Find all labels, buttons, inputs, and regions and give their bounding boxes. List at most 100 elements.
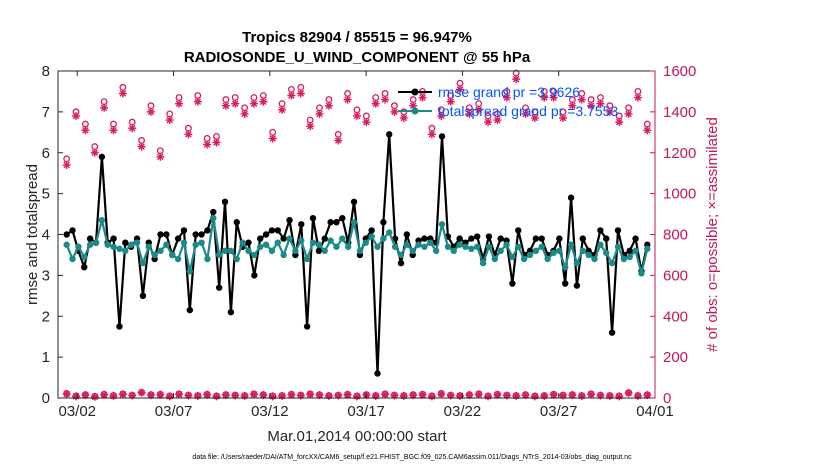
- assimilated-marker: [259, 97, 268, 106]
- y-tick-label-right: 800: [663, 227, 688, 244]
- assimilated_low-marker: [540, 391, 549, 400]
- assimilated-marker: [324, 101, 333, 110]
- totalspread-point: [192, 241, 199, 248]
- rmse-point: [468, 235, 475, 242]
- totalspread-point: [556, 247, 563, 255]
- totalspread-point: [503, 241, 510, 248]
- series-layer: [62, 69, 652, 401]
- rmse-point: [303, 323, 311, 330]
- assimilated-marker: [306, 122, 315, 131]
- totalspread-point: [221, 247, 229, 255]
- totalspread-point: [386, 229, 393, 236]
- rmse-point: [597, 227, 604, 234]
- totalspread-point: [597, 241, 604, 248]
- totalspread-point: [186, 268, 194, 275]
- assimilated-marker: [446, 97, 455, 106]
- totalspread-point: [210, 214, 217, 222]
- assimilated-marker: [502, 93, 511, 102]
- y-tick-label-right: 1600: [663, 63, 696, 80]
- totalspread-point: [432, 247, 440, 255]
- y-tick-label-left: 5: [42, 186, 50, 203]
- y-tick-label-right: 0: [663, 390, 671, 407]
- assimilated_low-marker: [90, 392, 99, 401]
- assimilated-marker: [512, 75, 521, 84]
- rmse-point: [298, 221, 305, 228]
- rmse-point: [438, 133, 446, 140]
- assimilated-marker: [175, 99, 184, 108]
- totalspread-point: [538, 243, 545, 250]
- assimilated-marker: [381, 95, 390, 104]
- rmse-point: [509, 280, 516, 287]
- totalspread-point: [333, 243, 340, 250]
- rmse-point: [192, 231, 199, 238]
- rmse-point: [116, 323, 123, 330]
- rmse-point: [221, 198, 229, 205]
- totalspread-point: [391, 243, 399, 250]
- totalspread-point: [292, 247, 299, 255]
- totalspread-point: [233, 255, 240, 263]
- totalspread-point: [122, 247, 129, 255]
- assimilated-marker: [268, 134, 277, 143]
- assimilated_low-marker: [278, 391, 287, 400]
- assimilated-marker: [352, 111, 361, 120]
- assimilated-marker: [371, 99, 380, 108]
- rmse-point: [280, 235, 287, 242]
- assimilated-marker: [81, 126, 90, 135]
- rmse-point: [233, 219, 240, 226]
- assimilated-marker: [521, 109, 530, 118]
- totalspread-point: [567, 241, 575, 248]
- rmse-point: [180, 227, 188, 234]
- totalspread-point: [620, 255, 628, 263]
- rmse-point: [257, 235, 264, 242]
- assimilated_low-marker: [549, 390, 558, 399]
- totalspread-point: [603, 249, 610, 257]
- assimilated-marker: [128, 124, 137, 133]
- totalspread-point: [362, 239, 369, 246]
- rmse-point: [380, 219, 387, 226]
- assimilated_low-marker: [109, 391, 118, 400]
- assimilated-marker: [559, 114, 568, 123]
- assimilated-marker: [427, 130, 436, 139]
- rmse-point: [403, 231, 411, 238]
- x-tick-label: 03/02: [58, 403, 96, 420]
- legend-spread-marker: [411, 107, 419, 115]
- totalspread-point: [163, 241, 170, 248]
- totalspread-point: [468, 245, 475, 253]
- assimilated-marker: [296, 89, 305, 98]
- assimilated-marker: [278, 105, 287, 114]
- rmse-point: [69, 227, 76, 234]
- totalspread-point: [151, 251, 158, 259]
- chart-subtitle: RADIOSONDE_U_WIND_COMPONENT @ 55 hPa: [184, 49, 531, 66]
- assimilated-marker: [605, 107, 614, 116]
- totalspread-point: [86, 241, 94, 248]
- assimilated-marker: [624, 109, 633, 118]
- assimilated-marker: [315, 109, 324, 118]
- assimilated_low-marker: [512, 391, 521, 400]
- assimilated_low-marker: [306, 390, 315, 399]
- rmse-point: [268, 227, 276, 234]
- rmse-point: [556, 235, 563, 242]
- rmse-point: [374, 370, 381, 377]
- assimilated_low-marker: [493, 390, 502, 399]
- totalspread-point: [450, 247, 457, 255]
- rmse-point: [386, 131, 393, 138]
- assimilated-marker: [568, 101, 577, 110]
- assimilated-marker: [399, 114, 408, 123]
- totalspread-point: [444, 243, 452, 250]
- rmse-point: [262, 231, 270, 238]
- totalspread-point: [69, 255, 76, 263]
- totalspread-point: [579, 247, 586, 255]
- totalspread-point: [532, 247, 540, 255]
- totalspread-line: [65, 217, 649, 275]
- assimilated_low-marker: [371, 391, 380, 400]
- totalspread-point: [526, 251, 534, 259]
- totalspread-point: [92, 239, 100, 246]
- assimilated_low-marker: [605, 391, 614, 400]
- totalspread-point: [415, 241, 422, 248]
- assimilated_low-marker: [343, 390, 352, 399]
- totalspread-point: [321, 247, 328, 255]
- y-tick-label-right: 200: [663, 349, 688, 366]
- rmse-point: [485, 233, 493, 240]
- totalspread-point: [438, 221, 446, 228]
